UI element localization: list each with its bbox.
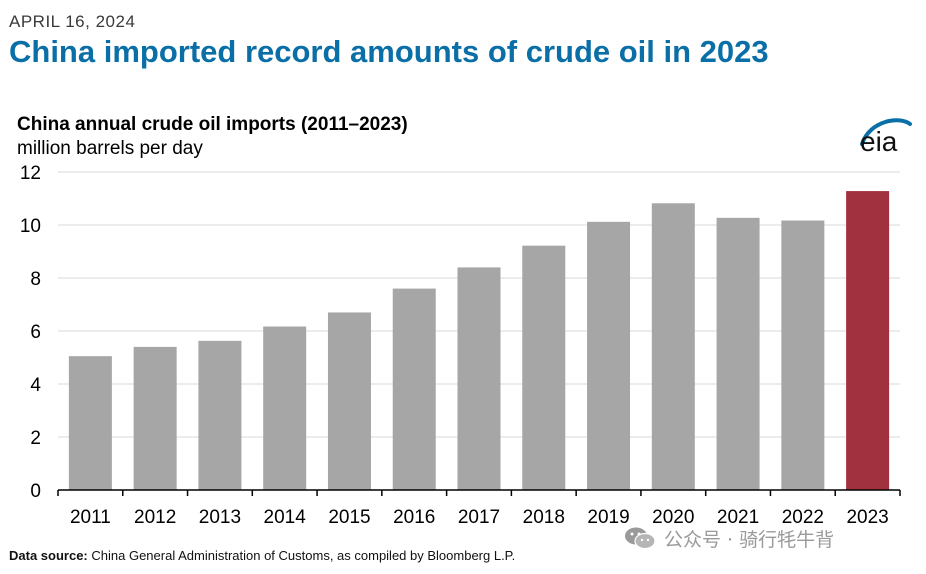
x-axis: [57, 489, 901, 496]
bar-2012: [133, 346, 177, 490]
x-tick-label: 2012: [134, 507, 176, 528]
bar-2011: [68, 356, 112, 490]
x-axis-labels: 2011 2012 2013 2014 2015 2016 2017 2018 2019 2020…: [70, 507, 889, 528]
data-source-text: China General Administration of Customs,…: [91, 548, 516, 563]
y-tick-label: 12: [20, 163, 41, 184]
logo-text: eia: [860, 126, 898, 154]
x-tick-label: 2011: [70, 507, 111, 528]
wechat-icon: [625, 527, 656, 550]
bar-2015: [327, 312, 371, 490]
data-source: Data source: China General Administratio…: [9, 548, 515, 563]
logo-swoosh: [860, 118, 912, 146]
x-tick-label: 2014: [264, 507, 307, 528]
bar-2014: [263, 326, 307, 490]
chart-title: China annual crude oil imports (2011–202…: [17, 114, 408, 135]
bar-2018: [522, 245, 566, 490]
bar-2022: [781, 220, 825, 490]
y-tick-label: 8: [30, 269, 41, 290]
data-source-label: Data source:: [9, 548, 88, 563]
bar-2013: [198, 340, 242, 490]
eia-logo: eia: [860, 118, 912, 154]
y-tick-label: 4: [30, 375, 41, 396]
bars: [68, 191, 890, 490]
x-tick-label: 2015: [328, 507, 370, 528]
y-tick-label: 10: [20, 216, 41, 237]
y-axis-labels: 0 2 4 6 8 10 12: [20, 163, 42, 502]
y-tick-label: 0: [30, 481, 41, 502]
x-tick-label: 2018: [523, 507, 565, 528]
bar-2023: [846, 191, 890, 490]
x-tick-label: 2019: [587, 507, 629, 528]
y-tick-label: 6: [30, 322, 41, 343]
x-tick-label: 2023: [846, 507, 888, 528]
bar-2017: [457, 267, 501, 490]
watermark-text: 公众号 · 骑行牦牛背: [664, 528, 835, 551]
x-tick-label: 2022: [782, 507, 824, 528]
x-tick-label: 2017: [458, 507, 500, 528]
publication-date: APRIL 16, 2024: [9, 12, 136, 31]
bar-2019: [587, 221, 631, 490]
y-tick-label: 2: [30, 428, 41, 449]
x-tick-label: 2016: [393, 507, 435, 528]
x-tick-label: 2013: [199, 507, 241, 528]
page-headline: China imported record amounts of crude o…: [9, 34, 769, 69]
x-tick-label: 2020: [652, 507, 694, 528]
chart-ylabel: million barrels per day: [17, 138, 203, 159]
x-tick-label: 2021: [717, 507, 759, 528]
bar-2021: [716, 217, 760, 490]
bar-2016: [392, 288, 436, 490]
watermark: 公众号 · 骑行牦牛背: [624, 524, 834, 552]
bar-2020: [651, 203, 695, 490]
